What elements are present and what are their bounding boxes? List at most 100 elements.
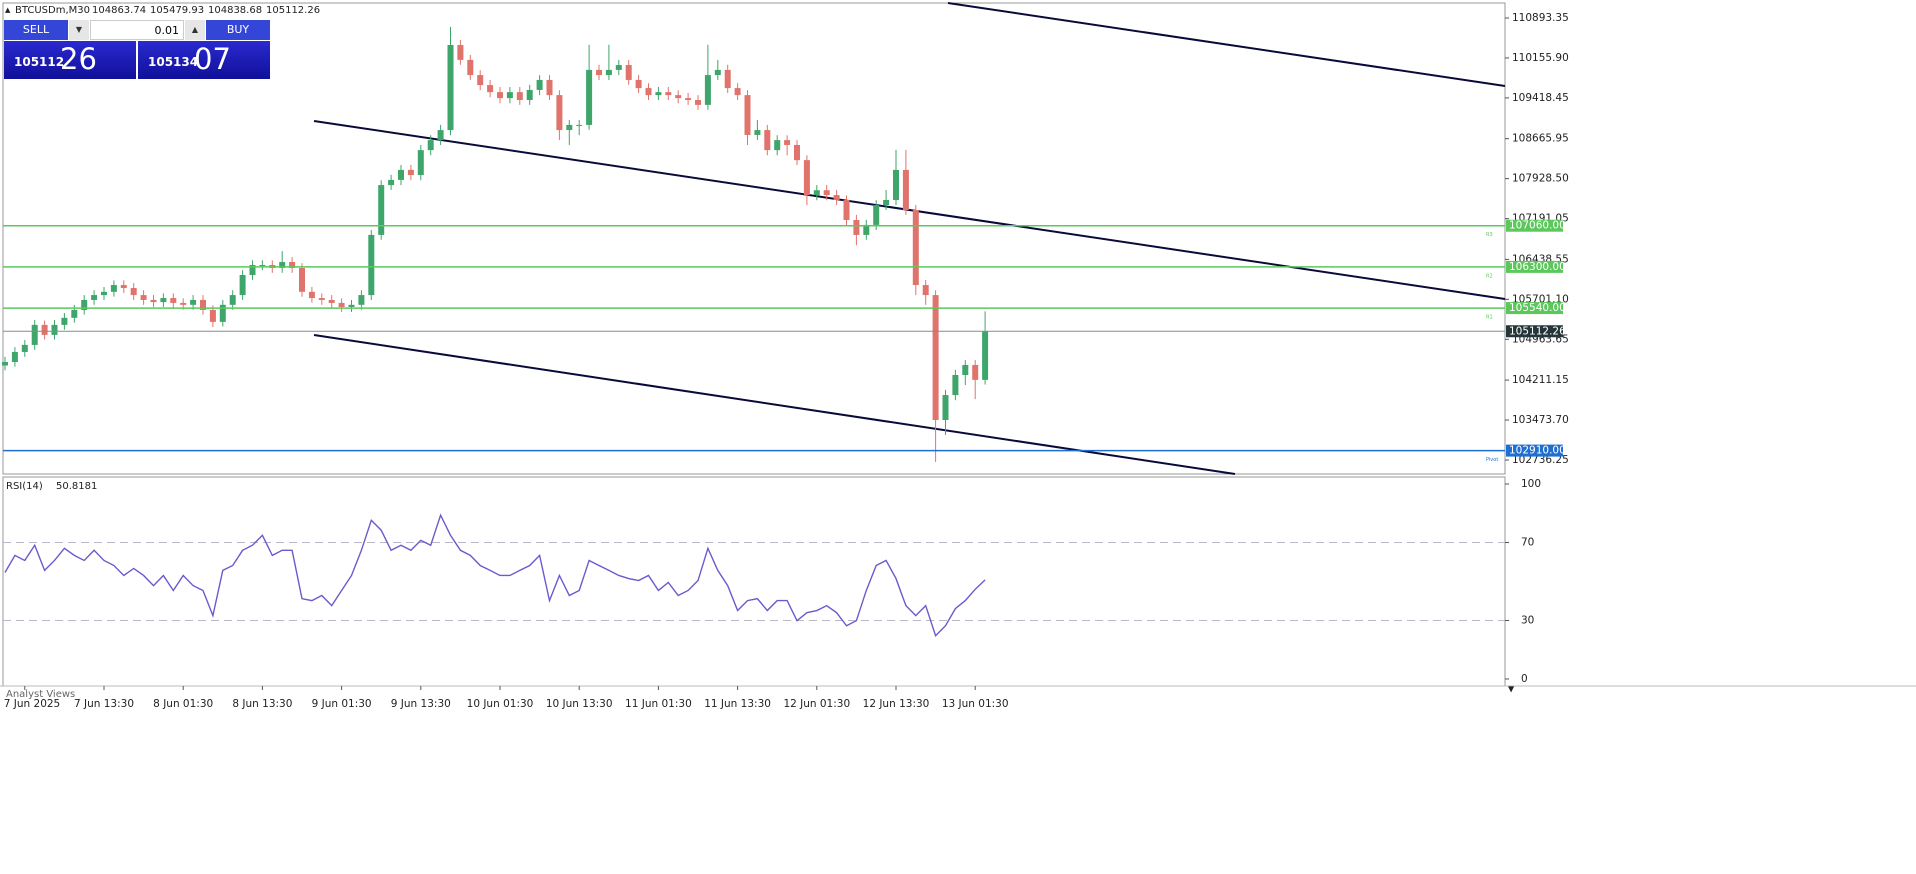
bid-quote[interactable]: 105112 26: [4, 41, 136, 79]
candle-body: [180, 302, 187, 305]
candle-body: [516, 92, 523, 100]
candle-body: [447, 44, 454, 131]
candle-body: [249, 264, 256, 276]
candle-body: [378, 185, 385, 235]
level-label: 107060.00: [1509, 220, 1566, 232]
candle-body: [596, 69, 602, 76]
candle-body: [120, 285, 127, 289]
candle-body: [566, 124, 573, 131]
candle-body: [31, 324, 38, 345]
candle-body: [754, 130, 761, 135]
candle-body: [338, 302, 345, 307]
x-tick-label: 9 Jun 01:30: [312, 698, 372, 710]
candle-body: [665, 92, 672, 96]
ask-pips: 07: [194, 42, 231, 76]
candle-body: [130, 288, 137, 296]
bid-main: 105112: [14, 55, 65, 69]
candle-body: [635, 79, 642, 89]
level-label: 106300.00: [1509, 261, 1566, 273]
last-price-label: 105112.26: [1509, 325, 1566, 337]
candle-body: [714, 69, 721, 76]
candle-body: [922, 285, 929, 296]
candle-body: [101, 291, 107, 296]
candle-body: [81, 299, 88, 310]
candle-body: [774, 140, 781, 151]
trend-line: [313, 120, 1506, 300]
y-tick-label: 107928.50: [1512, 173, 1569, 185]
candle-body: [883, 199, 890, 206]
candle-body: [279, 262, 286, 268]
analyst-tab[interactable]: Analyst Views: [6, 689, 75, 700]
candle-body: [655, 92, 662, 96]
header-value: 104838.68: [208, 5, 262, 16]
candle-body: [962, 364, 969, 375]
candle-body: [833, 195, 840, 200]
candle-body: [368, 234, 375, 296]
trend-line: [313, 334, 1236, 475]
x-tick-label: 12 Jun 13:30: [863, 698, 930, 710]
candle-body: [912, 209, 919, 286]
candle-body: [863, 224, 870, 235]
y-tick-label: 30: [1521, 614, 1534, 626]
candle-body: [843, 199, 850, 221]
candle-body: [803, 160, 810, 196]
y-tick-label: 102736.25: [1512, 454, 1569, 466]
rsi-frame: [2, 476, 1506, 687]
candle-body: [91, 295, 98, 300]
volume-input[interactable]: 0.01: [90, 20, 184, 40]
candle-body: [61, 317, 68, 325]
y-tick-label: 70: [1521, 537, 1534, 549]
y-tick-label: 104211.15: [1512, 374, 1569, 386]
x-tick-label: 8 Jun 13:30: [232, 698, 292, 710]
candle-body: [794, 144, 800, 161]
candle-body: [704, 75, 711, 105]
candle-body: [427, 140, 434, 151]
candle-body: [71, 309, 78, 318]
level-box: [1506, 219, 1563, 232]
candle-body: [190, 299, 197, 305]
candle-body: [348, 304, 355, 307]
candle-body: [942, 395, 949, 420]
level-label: 105540.00: [1509, 302, 1566, 314]
candle-body: [457, 44, 464, 60]
candle-body: [695, 99, 701, 105]
level-box: [1506, 260, 1563, 273]
candle-body: [615, 65, 622, 70]
candle-body: [407, 169, 414, 176]
candle-body: [2, 361, 8, 366]
candle-body: [625, 65, 632, 80]
candle-body: [675, 95, 682, 99]
candle-body: [605, 69, 612, 76]
candle-body: [497, 92, 503, 99]
rsi-name: RSI(14): [6, 481, 43, 492]
candle-body: [467, 59, 474, 76]
rsi-value: 50.8181: [56, 481, 97, 492]
candle-body: [110, 285, 117, 292]
volume-down[interactable]: ▼: [69, 20, 89, 40]
volume-up[interactable]: ▲: [185, 20, 205, 40]
level-name: R1: [1486, 315, 1493, 321]
candle-body: [952, 374, 959, 396]
buy-button[interactable]: BUY: [206, 20, 270, 40]
x-tick-label: 7 Jun 2025: [4, 698, 60, 710]
axis-arrow: ▼: [1508, 685, 1515, 694]
candle-body: [556, 95, 563, 131]
candle-body: [209, 309, 216, 322]
candle-body: [477, 75, 484, 86]
candle-body: [239, 275, 246, 296]
bid-pips: 26: [60, 42, 97, 76]
candle-body: [328, 299, 335, 303]
x-tick-label: 10 Jun 13:30: [546, 698, 613, 710]
candle-body: [388, 179, 395, 186]
candle-body: [902, 169, 909, 210]
candle-body: [299, 267, 305, 292]
candle-body: [744, 95, 751, 135]
ask-quote[interactable]: 105134 07: [138, 41, 270, 79]
symbol: BTCUSDm,M30: [15, 5, 90, 16]
sell-button[interactable]: SELL: [4, 20, 68, 40]
candle-body: [437, 130, 444, 141]
candle-body: [289, 262, 296, 268]
candle-body: [784, 140, 791, 145]
candle-body: [150, 299, 157, 303]
